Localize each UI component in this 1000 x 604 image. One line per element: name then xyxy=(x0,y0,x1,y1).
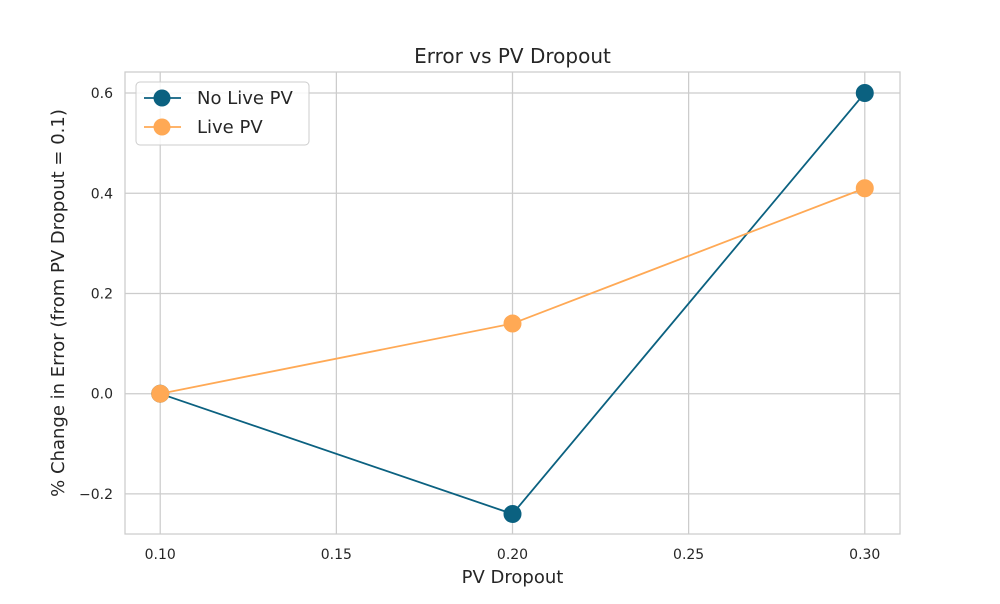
legend: No Live PV Live PV xyxy=(135,81,310,146)
y-tick-label: 0.0 xyxy=(91,387,113,403)
x-tick-label: 0.25 xyxy=(673,547,704,563)
legend-marker xyxy=(153,118,171,136)
x-tick-label: 0.10 xyxy=(145,547,176,563)
y-tick-label: −0.2 xyxy=(79,487,113,503)
plot-frame xyxy=(124,71,901,535)
x-axis-label: PV Dropout xyxy=(462,567,564,588)
legend-label: No Live PV xyxy=(197,88,294,109)
grid xyxy=(125,72,900,534)
x-tick-label: 0.30 xyxy=(849,547,880,563)
x-tick-label: 0.20 xyxy=(497,547,528,563)
legend-item: No Live PV xyxy=(144,88,294,109)
series-live-pv xyxy=(151,179,874,403)
y-axis-label: % Change in Error (from PV Dropout = 0.1… xyxy=(48,109,69,497)
y-tick-label: 0.4 xyxy=(91,186,113,202)
chart-title: Error vs PV Dropout xyxy=(414,44,611,68)
x-tick-label: 0.15 xyxy=(321,547,352,563)
legend-item: Live PV xyxy=(144,117,263,138)
data-point xyxy=(151,384,170,403)
data-point xyxy=(855,84,874,103)
series-layer xyxy=(151,84,874,523)
data-point xyxy=(503,314,522,333)
tick-labels: 0.10 0.15 0.20 0.25 0.30 −0.2 0.0 0.2 0.4 0.6 xyxy=(79,86,880,563)
legend-marker xyxy=(153,89,171,107)
y-tick-label: 0.2 xyxy=(91,286,113,302)
y-tick-label: 0.6 xyxy=(91,86,113,102)
legend-label: Live PV xyxy=(197,117,263,138)
data-point xyxy=(855,179,874,198)
data-point xyxy=(503,504,522,523)
